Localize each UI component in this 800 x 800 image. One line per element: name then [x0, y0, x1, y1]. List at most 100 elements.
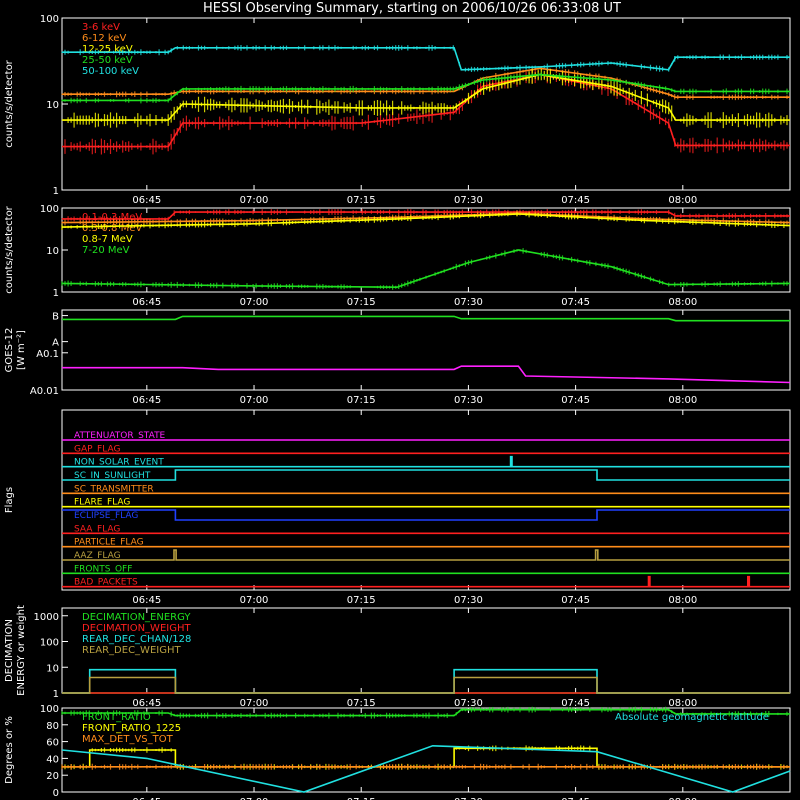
- x-tick-label: 07:45: [561, 595, 590, 606]
- y-tick-label: A0.1: [36, 349, 59, 360]
- x-tick-label: 06:45: [132, 698, 161, 709]
- panels-group: 06:45 07:00 07:15 07:30 07:45 08:00110100coun…: [4, 14, 791, 800]
- x-tick-label: 07:00: [240, 698, 269, 709]
- y-tick-label: 0: [53, 788, 59, 799]
- series-line-aaz-flag: [62, 549, 790, 561]
- x-tick-label: 06:45: [132, 797, 161, 800]
- series-line-sc-in-sunlight: [62, 469, 790, 481]
- x-tick-label: 08:00: [668, 297, 697, 308]
- y-tick-label: 100: [40, 14, 59, 25]
- x-tick-label: 07:00: [240, 395, 269, 406]
- y-tick-label: 40: [46, 754, 59, 765]
- y-tick-label: 1: [53, 689, 59, 700]
- panel-goes: 06:45 07:00 07:15 07:30 07:45 08:00 A0.01 A0.1A…: [4, 309, 791, 406]
- flag-label-gap-flag: GAP_FLAG: [74, 444, 120, 454]
- flag-label-fronts-off: FRONTS_OFF: [74, 564, 132, 574]
- y-tick-label: A: [52, 338, 59, 349]
- series-line-bad-packets: [62, 575, 790, 588]
- legend-3-6-kev: 3-6 keV: [82, 22, 120, 33]
- flag-label-sc-in-sunlight: SC_IN_SUNLIGHT: [74, 471, 151, 481]
- x-tick-label: 07:30: [454, 595, 483, 606]
- y-tick-label: 10: [46, 663, 59, 674]
- x-tick-label: 06:45: [132, 297, 161, 308]
- panel-ratio: 06:45 07:00 07:15 07:30 07:45 08:00 0 20 40 60 80 1…: [4, 704, 791, 800]
- x-tick-label: 07:15: [347, 797, 376, 800]
- x-tick-label: 07:00: [240, 297, 269, 308]
- legend-rear-dec-chan-128: REAR_DEC_CHAN/128: [82, 634, 191, 645]
- series-line-non-solar-event: [62, 455, 790, 468]
- x-tick-label: 07:00: [240, 595, 269, 606]
- y-axis-label: GOES-12: [4, 328, 15, 373]
- y-axis-label-2: ENERGY or weight: [16, 605, 27, 696]
- x-tick-label: 07:30: [454, 395, 483, 406]
- flag-label-aaz-flag: AAZ_FLAG: [74, 551, 121, 561]
- y-tick-label: 1: [53, 186, 59, 197]
- y-tick-label: 10: [46, 100, 59, 111]
- series-noise-0-8-7-mev: [61, 211, 788, 230]
- series-noise-max-det-vs-tot: [61, 763, 788, 770]
- x-tick-label: 07:45: [561, 797, 590, 800]
- y-tick-label: A0.01: [30, 386, 59, 397]
- legend-decimation-weight: DECIMATION_WEIGHT: [82, 623, 191, 634]
- legend-0-3-0-8-mev: 0.3-0.8 MeV: [82, 223, 142, 234]
- flag-label-attenuator-state: ATTENUATOR_STATE: [74, 431, 166, 441]
- x-tick-label: 07:30: [454, 797, 483, 800]
- x-tick-label: 07:45: [561, 195, 590, 206]
- legend-50-100-kev: 50-100 keV: [82, 66, 139, 77]
- series-line-rear-dec-weight: [62, 676, 790, 694]
- flag-label-bad-packets: BAD_PACKETS: [74, 578, 138, 588]
- x-tick-label: 07:30: [454, 297, 483, 308]
- x-tick-label: 07:15: [347, 297, 376, 308]
- y-axis-label: Degrees or %: [4, 716, 15, 784]
- flag-label-particle-flag: PARTICLE_FLAG: [74, 538, 144, 548]
- panel-decim: 06:45 07:00 07:15 07:30 07:45 08:00 1 10 100 1000…: [4, 605, 791, 709]
- x-tick-label: 07:30: [454, 195, 483, 206]
- panel-lowE: 06:45 07:00 07:15 07:30 07:45 08:00 1 10 100 coun…: [4, 14, 791, 206]
- legend-0-1-0-3-mev: 0.1-0.3 MeV: [82, 212, 142, 223]
- y-tick-label: 100: [40, 204, 59, 215]
- legend-25-50-kev: 25-50 keV: [82, 55, 133, 66]
- x-tick-label: 06:45: [132, 195, 161, 206]
- flag-label-eclipse-flag: ECLIPSE_FLAG: [74, 511, 138, 521]
- x-tick-label: 08:00: [668, 797, 697, 800]
- x-tick-label: 08:00: [668, 698, 697, 709]
- legend-rear-dec-weight: REAR_DEC_WEIGHT: [82, 645, 181, 656]
- x-tick-label: 06:45: [132, 595, 161, 606]
- legend-6-12-kev: 6-12 keV: [82, 33, 126, 44]
- y-tick-label: 10: [46, 246, 59, 257]
- x-tick-label: 07:15: [347, 395, 376, 406]
- y-axis-label: counts/s/detector: [4, 59, 15, 147]
- series-line-absolute-geomagnetic-latitude: [61, 744, 791, 793]
- legend-12-25-kev: 12-25 keV: [82, 44, 133, 55]
- flag-label-sc-transmitter: SC_TRANSMITTER: [74, 484, 154, 494]
- legend-absolute-geomagnetic-latitude: Absolute geomagnetic latitude: [615, 712, 769, 723]
- panel-flags: 06:45 07:00 07:15 07:30 07:45 08:00 Flags ATTEN…: [4, 409, 791, 606]
- y-tick-label: 80: [46, 721, 59, 732]
- series-noise-front-ratio: [61, 706, 788, 719]
- x-tick-label: 07:45: [561, 395, 590, 406]
- y-tick-label: 1: [53, 288, 59, 299]
- panel-highE: 06:45 07:00 07:15 07:30 07:45 08:00 1 10 100 coun…: [4, 204, 791, 308]
- x-tick-label: 07:15: [347, 195, 376, 206]
- panel-frame: [61, 409, 791, 591]
- series-line-0-3-0-8-mev: [61, 212, 791, 224]
- series-line-goes-1: [62, 365, 791, 384]
- legend-front-ratio-1225: FRONT_RATIO_1225: [82, 723, 181, 734]
- y-tick-label: 20: [46, 771, 59, 782]
- legend-front-ratio: FRONT_RATIO: [82, 712, 151, 723]
- x-tick-label: 08:00: [668, 395, 697, 406]
- legend-max-det-vs-tot: MAX_DET_VS_TOT: [82, 734, 174, 745]
- y-tick-label: 1000: [34, 612, 59, 623]
- x-tick-label: 06:45: [132, 395, 161, 406]
- x-tick-label: 07:30: [454, 698, 483, 709]
- y-axis-label-2: [W m⁻²]: [16, 330, 27, 370]
- y-tick-label: B: [52, 312, 59, 323]
- legend-decimation-energy: DECIMATION_ENERGY: [82, 612, 191, 623]
- x-tick-label: 08:00: [668, 595, 697, 606]
- flag-label-non-solar-event: NON_SOLAR_EVENT: [74, 458, 164, 468]
- x-tick-label: 07:00: [240, 797, 269, 800]
- x-tick-label: 07:45: [561, 297, 590, 308]
- y-axis-label: Flags: [4, 487, 15, 513]
